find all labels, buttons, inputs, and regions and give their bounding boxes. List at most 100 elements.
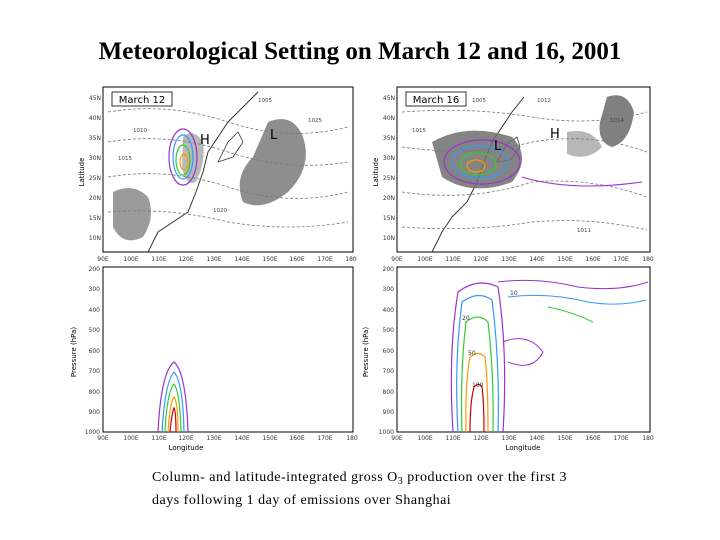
pressure-tick: 900 (89, 409, 101, 416)
lat-tick: 15N (383, 215, 395, 222)
pressure-tick: 400 (89, 307, 101, 314)
lon-tick: 180 (642, 256, 654, 263)
lon-tick: 140E (234, 435, 249, 442)
pressure-tick: 800 (383, 389, 395, 396)
y-axis-label: Pressure (hPa) (70, 327, 78, 377)
isobar-label: 1005 (472, 98, 486, 104)
figure-caption: Column- and latitude-integrated gross O3… (152, 468, 622, 510)
map-march-16-svg: March 16 L H 45N 40N 35N 30N 25N 20N 15N… (372, 86, 654, 263)
pressure-tick: 700 (89, 368, 101, 375)
caption-subscript: 3 (397, 476, 404, 487)
lon-tick: 90E (97, 256, 109, 263)
cross-section-left: 200 300 400 500 600 700 800 900 1000 Pre… (66, 262, 358, 457)
lon-tick: 130E (206, 256, 221, 263)
pressure-tick: 300 (383, 286, 395, 293)
lon-tick: 180 (642, 435, 654, 442)
map-march-16: March 16 L H 45N 40N 35N 30N 25N 20N 15N… (372, 82, 657, 267)
map-date-label: March 12 (119, 95, 165, 106)
lon-tick: 90E (97, 435, 109, 442)
lon-tick: 160E (289, 435, 304, 442)
lat-tick: 30N (89, 155, 101, 162)
x-axis-label: Longitude (169, 444, 204, 452)
caption-line1-suffix: production over the first 3 (403, 470, 567, 485)
contour-label: 10 (510, 290, 518, 297)
lon-tick: 110E (445, 256, 460, 263)
lon-tick: 150E (557, 256, 572, 263)
lat-tick: 45N (383, 95, 395, 102)
lon-tick: 110E (445, 435, 460, 442)
lon-tick: 90E (391, 435, 403, 442)
pressure-system-l: L (494, 139, 502, 154)
lon-tick: 90E (391, 256, 403, 263)
lat-tick: 35N (383, 135, 395, 142)
pressure-tick: 500 (89, 327, 101, 334)
isobar-label: 1011 (577, 228, 591, 234)
caption-line2: days following 1 day of emissions over S… (152, 493, 452, 508)
lon-tick: 160E (289, 256, 304, 263)
lat-tick: 40N (89, 115, 101, 122)
lon-tick: 120E (178, 435, 193, 442)
cross-section-left-svg: 200 300 400 500 600 700 800 900 1000 Pre… (70, 266, 358, 452)
isobar-label: 1020 (213, 208, 227, 214)
lon-tick: 120E (473, 256, 488, 263)
lon-tick: 120E (178, 256, 193, 263)
pressure-system-h: H (550, 127, 560, 142)
lon-tick: 150E (262, 256, 277, 263)
lon-tick: 140E (234, 256, 249, 263)
lon-tick: 170E (317, 435, 332, 442)
lon-tick: 140E (529, 256, 544, 263)
lat-tick: 10N (383, 235, 395, 242)
y-axis-label: Pressure (hPa) (362, 327, 370, 377)
caption-line1-prefix: Column- and latitude-integrated gross O (152, 470, 398, 485)
lon-tick: 120E (473, 435, 488, 442)
lat-tick: 40N (383, 115, 395, 122)
pressure-tick: 500 (383, 327, 395, 334)
slide-title: Meteorological Setting on March 12 and 1… (98, 38, 622, 65)
isobar-label: 1012 (537, 98, 551, 104)
lat-tick: 20N (383, 195, 395, 202)
lon-tick: 150E (557, 435, 572, 442)
isobar-label: 1015 (118, 156, 132, 162)
isobar-label: 1025 (308, 118, 322, 124)
cross-section-right-svg: 200 300 400 500 600 700 800 900 1000 Pre… (362, 266, 654, 452)
pressure-tick: 400 (383, 307, 395, 314)
lon-tick: 130E (501, 435, 516, 442)
lon-tick: 180 (346, 435, 358, 442)
map-march-12-svg: March 12 H L 45N 40N 35N 30N 25N 20N 15N… (78, 86, 357, 263)
lon-tick: 150E (262, 435, 277, 442)
isobar-label: 1010 (133, 128, 147, 134)
lat-tick: 35N (89, 135, 101, 142)
lon-tick: 100E (123, 256, 138, 263)
pressure-tick: 200 (383, 266, 395, 273)
pressure-tick: 600 (89, 348, 101, 355)
pressure-tick: 1000 (379, 429, 394, 436)
pressure-tick: 1000 (85, 429, 100, 436)
x-axis-label: Longitude (506, 444, 541, 452)
lon-tick: 160E (585, 435, 600, 442)
lat-tick: 25N (89, 175, 101, 182)
lon-tick: 170E (317, 256, 332, 263)
pressure-tick: 200 (89, 266, 101, 273)
cross-section-right: 200 300 400 500 600 700 800 900 1000 Pre… (358, 262, 658, 457)
lat-tick: 45N (89, 95, 101, 102)
map-march-12: March 12 H L 45N 40N 35N 30N 25N 20N 15N… (78, 82, 358, 267)
lon-tick: 110E (151, 435, 166, 442)
lon-tick: 140E (529, 435, 544, 442)
lon-tick: 180 (345, 256, 357, 263)
contour-label: 50 (468, 350, 476, 357)
lon-tick: 160E (585, 256, 600, 263)
lat-tick: 30N (383, 155, 395, 162)
pressure-system-l: L (270, 128, 278, 143)
lon-tick: 110E (151, 256, 166, 263)
lat-tick: 15N (89, 215, 101, 222)
lon-tick: 100E (417, 435, 432, 442)
map-date-label: March 16 (413, 95, 459, 106)
lat-axis-label: Latitude (78, 158, 86, 187)
pressure-tick: 300 (89, 286, 101, 293)
lat-axis-label: Latitude (372, 158, 380, 187)
pressure-system-h: H (200, 133, 210, 148)
pressure-tick: 600 (383, 348, 395, 355)
lat-tick: 25N (383, 175, 395, 182)
lon-tick: 130E (501, 256, 516, 263)
lon-tick: 130E (206, 435, 221, 442)
